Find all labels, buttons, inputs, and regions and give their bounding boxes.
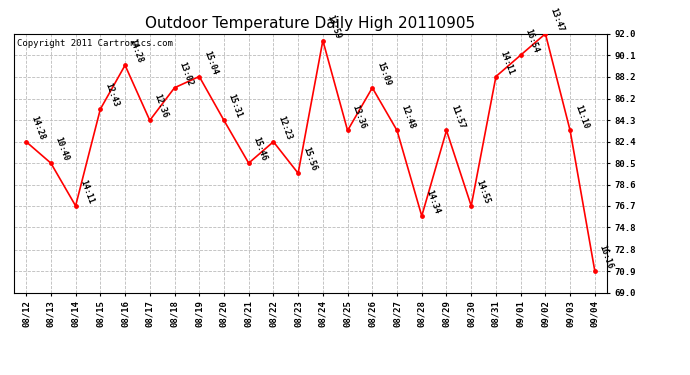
- Text: 15:56: 15:56: [301, 146, 318, 172]
- Text: 11:10: 11:10: [573, 103, 590, 130]
- Title: Outdoor Temperature Daily High 20110905: Outdoor Temperature Daily High 20110905: [146, 16, 475, 31]
- Point: [293, 170, 304, 176]
- Point: [540, 31, 551, 37]
- Text: 15:09: 15:09: [375, 60, 392, 87]
- Point: [564, 128, 575, 134]
- Point: [391, 128, 402, 134]
- Point: [416, 213, 427, 219]
- Text: 14:11: 14:11: [79, 178, 95, 205]
- Point: [268, 139, 279, 145]
- Point: [342, 128, 353, 134]
- Point: [119, 62, 130, 68]
- Text: 14:55: 14:55: [474, 178, 491, 205]
- Text: 15:04: 15:04: [202, 49, 219, 76]
- Point: [367, 85, 378, 91]
- Text: 13:36: 13:36: [351, 103, 367, 130]
- Text: 13:02: 13:02: [177, 60, 195, 87]
- Point: [70, 203, 81, 209]
- Text: 15:31: 15:31: [227, 93, 244, 120]
- Point: [144, 117, 155, 123]
- Text: 12:36: 12:36: [152, 93, 170, 120]
- Point: [491, 74, 502, 80]
- Text: 16:54: 16:54: [524, 28, 540, 54]
- Text: 14:34: 14:34: [424, 189, 442, 215]
- Point: [589, 268, 600, 274]
- Text: 10:40: 10:40: [54, 136, 70, 162]
- Point: [317, 38, 328, 44]
- Point: [219, 117, 230, 123]
- Point: [466, 203, 477, 209]
- Text: 12:23: 12:23: [276, 114, 293, 141]
- Point: [21, 139, 32, 145]
- Text: Copyright 2011 Cartronics.com: Copyright 2011 Cartronics.com: [17, 39, 172, 48]
- Point: [441, 128, 452, 134]
- Point: [515, 52, 526, 58]
- Text: 15:46: 15:46: [251, 136, 268, 162]
- Text: 13:59: 13:59: [326, 13, 343, 40]
- Text: 14:11: 14:11: [499, 49, 515, 76]
- Point: [95, 106, 106, 112]
- Point: [194, 74, 205, 80]
- Text: 14:28: 14:28: [29, 114, 46, 141]
- Text: 14:28: 14:28: [128, 38, 145, 64]
- Text: 12:43: 12:43: [103, 82, 120, 108]
- Point: [243, 160, 254, 166]
- Point: [46, 160, 57, 166]
- Text: 13:47: 13:47: [548, 6, 565, 33]
- Point: [169, 85, 180, 91]
- Text: 16:16: 16:16: [598, 244, 615, 270]
- Text: 11:57: 11:57: [449, 103, 466, 130]
- Text: 12:48: 12:48: [400, 103, 417, 130]
